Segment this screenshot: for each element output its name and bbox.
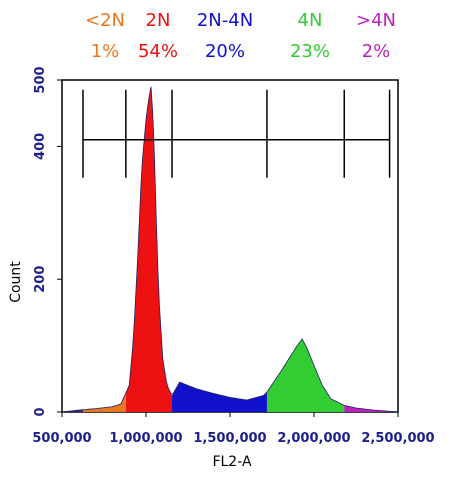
histogram-outline	[61, 86, 399, 413]
x-axis-label: FL2-A	[212, 454, 252, 470]
region-label: >4N	[356, 10, 396, 31]
region-percent: 23%	[290, 41, 330, 62]
y-tick-label: 400	[33, 133, 48, 160]
region-headers: <2N 1% 2N 54% 2N-4N 20% 4N 23% >4N 2%	[85, 10, 396, 62]
y-tick-label: 500	[33, 66, 48, 93]
region-label: 4N	[298, 10, 323, 31]
y-tick-label: 0	[33, 407, 48, 416]
x-tick-label: 1,500,000	[193, 431, 266, 446]
x-tick-label: 1,000,000	[109, 431, 182, 446]
plot-frame	[61, 79, 399, 413]
histogram-region-fill	[266, 339, 345, 412]
region-percent: 54%	[138, 41, 178, 62]
x-tick-label: 2,000,000	[277, 431, 350, 446]
region-label: 2N	[146, 10, 171, 31]
x-tick-label: 2,500,000	[361, 431, 434, 446]
y-tick-label: 200	[33, 266, 48, 293]
region-label: <2N	[85, 10, 125, 31]
histogram-region-fill	[344, 405, 390, 412]
x-tick-label: 500,000	[32, 431, 91, 446]
region-percent: 2%	[362, 41, 391, 62]
histogram-region-fill	[172, 382, 267, 412]
histogram-fills	[62, 89, 398, 412]
gate-markers	[82, 89, 391, 178]
histogram-region-fill	[125, 89, 173, 412]
region-label: 2N-4N	[197, 10, 253, 31]
x-axis-ticks: 500,000 1,000,000 1,500,000 2,000,000 2,500,…	[32, 412, 435, 446]
region-percent: 20%	[205, 41, 245, 62]
histogram-region-fill	[83, 392, 126, 412]
y-axis-ticks: 0 200 400 500	[33, 66, 62, 417]
region-percent: 1%	[91, 41, 120, 62]
y-axis-label: Count	[8, 261, 24, 303]
